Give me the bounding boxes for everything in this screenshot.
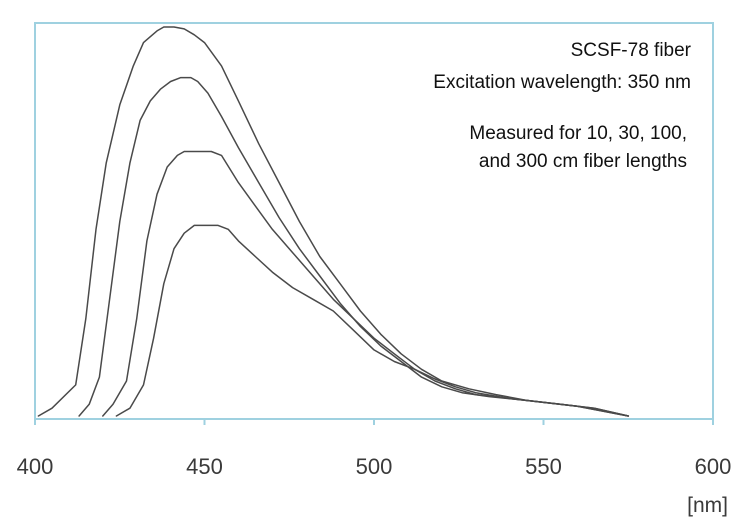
annotation-measured-1: Measured for 10, 30, 100, [469,123,687,144]
annotation-measured-2: and 300 cm fiber lengths [479,151,687,172]
annotation-excitation: Excitation wavelength: 350 nm [433,72,691,93]
x-tick-label-2: 500 [356,454,393,479]
series-line-4 [115,224,630,417]
series-line-2 [78,76,630,417]
x-tick-label-1: 450 [186,454,223,479]
annotation-fiber-type: SCSF-78 fiber [571,40,692,61]
x-axis-ticks: 400 450 500 550 600 [17,419,732,479]
series-line-1 [37,26,630,417]
plot-frame [34,22,714,420]
x-axis-unit-label: [nm] [687,494,728,517]
series-line-3 [102,150,630,417]
x-tick-label-4: 600 [695,454,732,479]
series-group [37,26,630,417]
x-tick-label-0: 400 [17,454,54,479]
annotations: SCSF-78 fiber Excitation wavelength: 350… [433,40,691,172]
x-tick-label-3: 550 [525,454,562,479]
